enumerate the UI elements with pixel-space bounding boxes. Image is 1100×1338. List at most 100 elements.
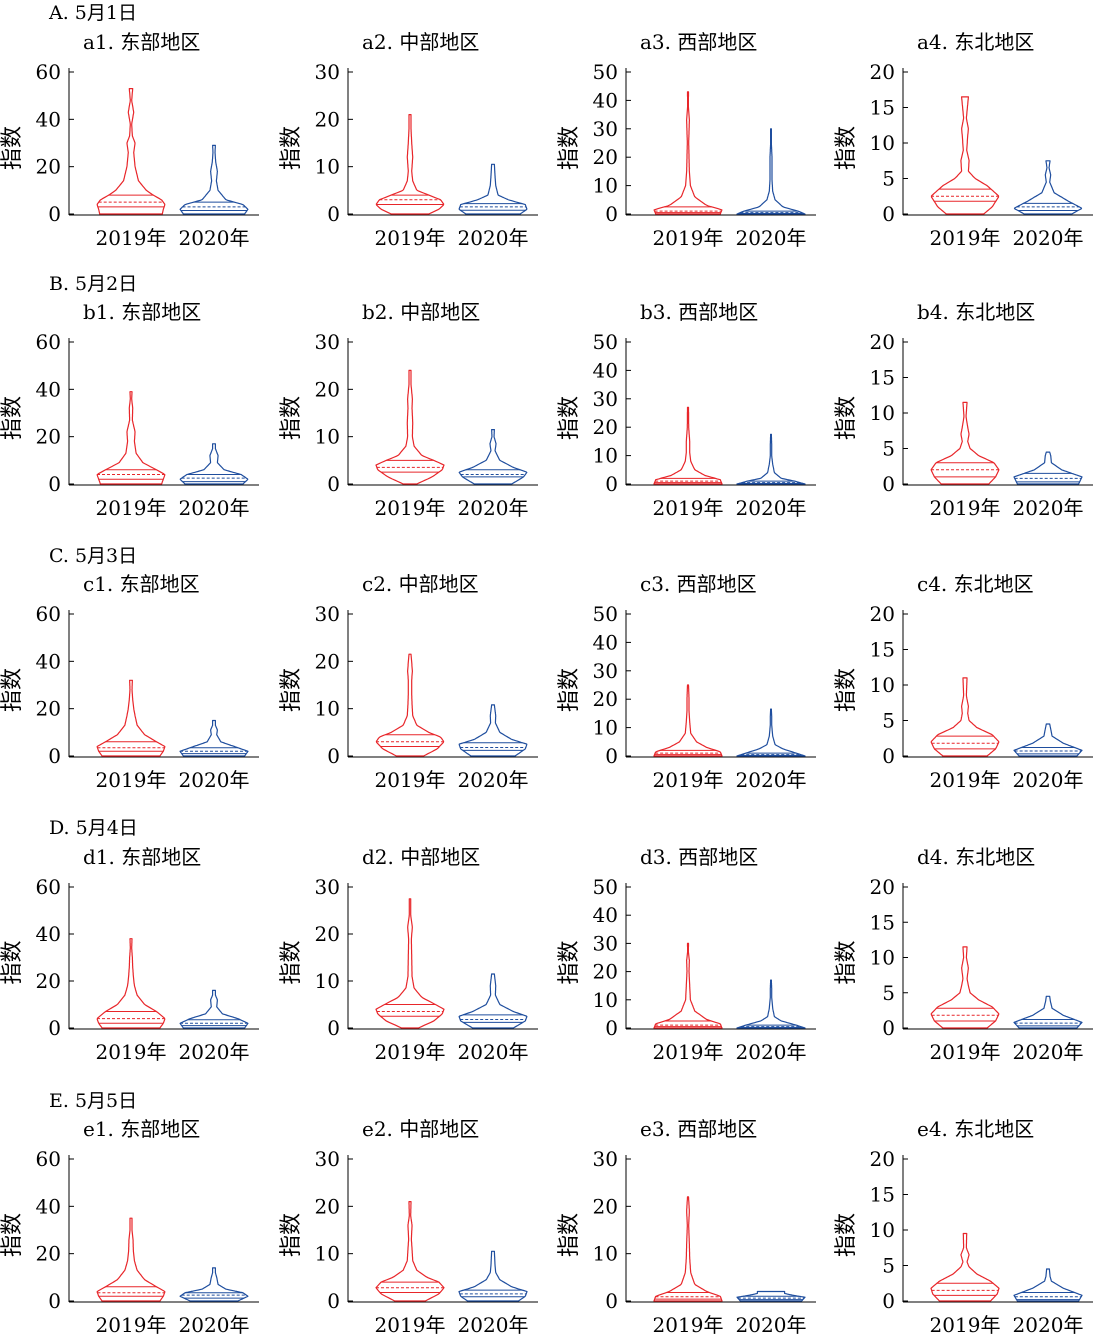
y-tick-label: 5 <box>882 981 895 1005</box>
violin-2020 <box>458 429 528 485</box>
violin-2020 <box>179 443 249 485</box>
y-tick-label: 20 <box>593 687 618 711</box>
x-tick-label: 2020年 <box>458 768 529 792</box>
y-tick-label: 60 <box>36 1147 61 1171</box>
violin-2020 <box>458 1250 528 1302</box>
row-title-b: B. 5月2日 <box>49 273 138 295</box>
x-tick-label: 2019年 <box>96 768 167 792</box>
x-tick-label: 2019年 <box>96 226 167 250</box>
row-title-a: A. 5月1日 <box>49 2 137 24</box>
panel-title: b3. 西部地区 <box>640 300 758 324</box>
y-tick-label: 10 <box>870 946 895 970</box>
y-axis-label: 指数 <box>0 126 25 170</box>
y-tick-label: 20 <box>36 697 61 721</box>
y-tick-label: 5 <box>882 709 895 733</box>
x-tick-label: 2020年 <box>1013 1313 1084 1337</box>
y-tick-label: 10 <box>593 716 618 740</box>
panel-11: c4. 东北地区 0 5 10 15 20 指数 2019年 2020年 <box>834 572 1093 792</box>
y-axis-label: 指数 <box>834 940 859 984</box>
y-tick-label: 20 <box>870 330 895 354</box>
y-tick-label: 0 <box>327 1016 340 1040</box>
panel-title: d4. 东北地区 <box>917 845 1035 869</box>
y-tick-label: 60 <box>36 875 61 899</box>
panel-2: a3. 西部地区 0 10 20 30 40 50 指数 2019年 2020年 <box>557 30 816 250</box>
y-axis-label: 指数 <box>0 940 25 984</box>
x-tick-label: 2019年 <box>653 1040 724 1064</box>
y-tick-label: 15 <box>870 638 895 662</box>
y-tick-label: 20 <box>315 107 340 131</box>
y-tick-label: 30 <box>315 875 340 899</box>
violin-2020 <box>1013 1268 1083 1302</box>
x-tick-label: 2019年 <box>375 768 446 792</box>
y-tick-label: 20 <box>315 1194 340 1218</box>
panel-6: b3. 西部地区 0 10 20 30 40 50 指数 2019年 2020年 <box>557 300 816 520</box>
violin-2019 <box>375 114 445 215</box>
y-tick-label: 0 <box>605 472 618 496</box>
panel-16: e1. 东部地区 0 20 40 60 指数 2019年 2020年 <box>0 1117 259 1337</box>
violin-2020 <box>736 1290 806 1302</box>
y-tick-label: 40 <box>593 88 618 112</box>
y-tick-label: 10 <box>315 697 340 721</box>
violin-2019 <box>653 684 723 757</box>
violin-2020 <box>179 1267 249 1302</box>
y-tick-label: 10 <box>593 174 618 198</box>
violin-2020 <box>736 708 806 757</box>
violin-2020 <box>179 144 249 215</box>
y-tick-label: 40 <box>36 1194 61 1218</box>
y-tick-label: 20 <box>593 1194 618 1218</box>
violin-2019 <box>375 898 445 1029</box>
x-tick-label: 2020年 <box>179 496 250 520</box>
x-tick-label: 2020年 <box>1013 496 1084 520</box>
panel-title: a1. 东部地区 <box>83 30 200 54</box>
y-tick-label: 30 <box>593 117 618 141</box>
y-tick-label: 40 <box>36 649 61 673</box>
y-tick-label: 15 <box>870 96 895 120</box>
panel-0: a1. 东部地区 0 20 40 60 指数 2019年 2020年 <box>0 30 259 250</box>
x-tick-label: 2020年 <box>1013 226 1084 250</box>
x-tick-label: 2020年 <box>179 768 250 792</box>
violin-2019 <box>653 1196 723 1302</box>
x-tick-label: 2019年 <box>375 1313 446 1337</box>
violin-2019 <box>375 1201 445 1302</box>
y-tick-label: 10 <box>315 1242 340 1266</box>
y-axis-label: 指数 <box>279 126 304 170</box>
violin-2019 <box>930 677 1000 757</box>
panel-title: e4. 东北地区 <box>917 1117 1034 1141</box>
violin-2019 <box>96 938 166 1029</box>
x-tick-label: 2019年 <box>653 226 724 250</box>
panel-title: d2. 中部地区 <box>362 845 480 869</box>
y-tick-label: 0 <box>882 1016 895 1040</box>
panel-title: a2. 中部地区 <box>362 30 479 54</box>
panel-title: c4. 东北地区 <box>917 572 1034 596</box>
x-tick-label: 2019年 <box>375 496 446 520</box>
x-tick-label: 2019年 <box>930 226 1001 250</box>
panel-title: e1. 东部地区 <box>83 1117 200 1141</box>
violin-2020 <box>179 719 249 757</box>
x-tick-label: 2020年 <box>458 226 529 250</box>
y-tick-label: 20 <box>36 425 61 449</box>
panel-15: d4. 东北地区 0 5 10 15 20 指数 2019年 2020年 <box>834 845 1093 1064</box>
violin-2019 <box>375 653 445 757</box>
y-axis-label: 指数 <box>557 1213 582 1257</box>
y-tick-label: 20 <box>36 1242 61 1266</box>
y-tick-label: 20 <box>315 377 340 401</box>
y-tick-label: 20 <box>315 922 340 946</box>
x-tick-label: 2019年 <box>96 496 167 520</box>
y-tick-label: 0 <box>48 1016 61 1040</box>
panel-title: a4. 东北地区 <box>917 30 1034 54</box>
y-tick-label: 20 <box>36 155 61 179</box>
x-tick-label: 2020年 <box>736 1040 807 1064</box>
y-tick-label: 0 <box>327 202 340 226</box>
violin-2020 <box>458 704 528 757</box>
x-tick-label: 2020年 <box>1013 768 1084 792</box>
y-tick-label: 20 <box>315 649 340 673</box>
y-tick-label: 10 <box>315 425 340 449</box>
panel-title: c1. 东部地区 <box>83 572 200 596</box>
violin-2020 <box>458 163 528 215</box>
y-tick-label: 20 <box>870 602 895 626</box>
panel-title: b4. 东北地区 <box>917 300 1035 324</box>
x-tick-label: 2019年 <box>653 768 724 792</box>
panel-title: e3. 西部地区 <box>640 1117 757 1141</box>
y-axis-label: 指数 <box>834 126 859 170</box>
